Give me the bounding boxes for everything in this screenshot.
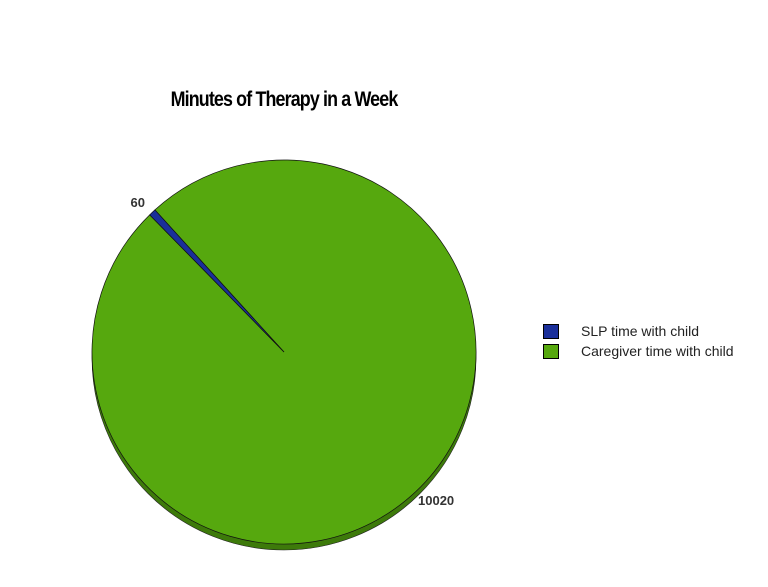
pie-slice-0 <box>149 209 285 353</box>
chart-title: Minutes of Therapy in a Week <box>170 88 399 111</box>
legend-label-caregiver: Caregiver time with child <box>581 343 734 359</box>
legend-item-slp: SLP time with child <box>543 323 699 339</box>
legend-label-slp: SLP time with child <box>581 323 700 339</box>
data-label-0: 60 <box>131 195 145 210</box>
legend-item-caregiver: Caregiver time with child <box>543 343 734 359</box>
legend-swatch-caregiver <box>543 343 559 359</box>
data-label-1: 10020 <box>418 493 454 508</box>
legend-swatch-slp <box>543 323 559 339</box>
